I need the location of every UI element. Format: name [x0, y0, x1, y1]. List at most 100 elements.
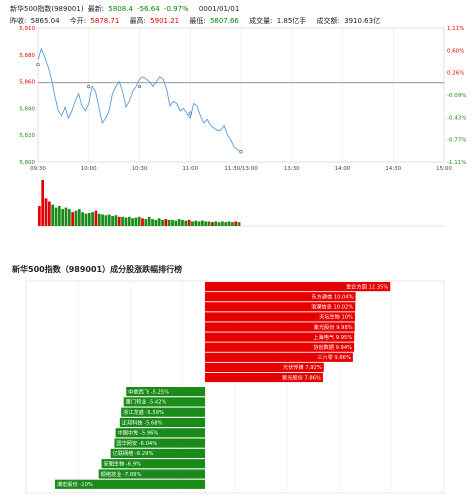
volume-bar [44, 198, 48, 226]
volume-bar [91, 212, 94, 226]
rank-bar-label: 正邦科技 -5.68% [122, 418, 163, 426]
volume-bar [94, 210, 98, 226]
volume-bar [104, 215, 108, 226]
volume-bar [181, 219, 184, 226]
volume-bar [38, 206, 41, 226]
rank-bar [114, 438, 205, 448]
rank-bar [110, 448, 205, 458]
volume-bar [107, 214, 111, 226]
volume-bar [154, 219, 158, 226]
volume-bar [237, 222, 241, 226]
rank-bar [205, 312, 355, 322]
rank-bar-label: 顺络技业 -7.09% [101, 470, 142, 478]
rank-bar [121, 407, 205, 417]
rank-bar-label: 厦门钨业 -5.42% [126, 398, 167, 406]
price-marker [137, 84, 142, 89]
volume-bar [111, 216, 114, 226]
volume-bar [127, 216, 131, 226]
volume-bar [191, 221, 194, 226]
rank-bar-label: 亿联网络 -6.29% [113, 449, 154, 457]
quote-date: 0001/01/01 [198, 5, 240, 13]
volume-bar [231, 222, 234, 226]
rank-bar [101, 459, 205, 469]
y-tick-label-left: 5,880 [19, 53, 35, 59]
x-tick-label: 11:00 [182, 166, 198, 172]
rank-bar-label: 安图生物 -6.9% [104, 460, 142, 468]
rank-bar [126, 387, 205, 397]
intraday-chart: 5,910 5,880 5,860 5,840 5,820 5,800 1.11% 0.60… [19, 26, 466, 227]
volume-bar [124, 217, 128, 226]
rank-bar-label: 中国中免 -5.96% [118, 429, 159, 437]
volume-bar [161, 219, 164, 226]
volume-bar [137, 216, 141, 226]
rank-bar [205, 292, 356, 302]
volume-bar [54, 207, 58, 226]
volume-bar [117, 216, 121, 226]
volume-bar [74, 210, 78, 226]
volume-bar [171, 219, 174, 226]
price-marker [36, 62, 40, 67]
x-tick-label: 11:30/13:00 [224, 166, 258, 172]
rank-bar-label: 浪潮信息 10.02% [311, 303, 353, 311]
volume-bar [101, 214, 104, 226]
rank-bar-label: 潮宏股份 -10% [57, 480, 93, 488]
rank-bar [205, 322, 355, 332]
open-value: 5878.71 [90, 17, 120, 25]
y-tick-label-right: 0.60% [447, 48, 464, 54]
y-tick-label-left: 5,840 [19, 106, 35, 112]
rank-bar-label: 上海电气 9.95% [313, 333, 352, 341]
y-tick-label-left: 5,820 [19, 133, 35, 139]
rank-bar-label: 东方通信 10.04% [311, 293, 353, 301]
y-tick-label-right: 0.26% [447, 71, 464, 77]
rank-bar-label: 协创数据 9.94% [313, 343, 352, 351]
y-tick-label-right: 1.11% [447, 26, 464, 32]
volume-bar [167, 219, 171, 226]
rank-bar-label: 浙江龙盛 -5.59% [123, 408, 164, 416]
rank-bar [55, 479, 205, 489]
volume-bar [64, 207, 68, 226]
rank-bar [205, 282, 391, 292]
y-tick-label-right: -0.77% [447, 138, 466, 144]
volume-bar [184, 220, 188, 226]
rank-bar-label: 紫光股份 9.98% [314, 323, 353, 331]
rank-bar [123, 397, 205, 407]
volume-label: 成交量: [249, 17, 273, 25]
amount-value: 3910.63亿 [344, 17, 381, 25]
rank-chart-title: 新华500指数（989001）成分股涨跌幅排行榜 [12, 265, 183, 274]
rank-bar-label: 天坛生物 10% [319, 313, 353, 321]
x-tick-label: 14:00 [335, 166, 351, 172]
y-tick-label-right: -1.11% [447, 160, 466, 166]
volume-bar [51, 204, 55, 226]
rank-bar [115, 428, 205, 438]
high-value: 5901.21 [150, 17, 180, 25]
rank-bar [205, 302, 356, 312]
y-tick-label-left: 5,800 [19, 160, 35, 166]
volume-bar [41, 180, 45, 226]
rank-bar-label: 中航西飞 -5.25% [128, 387, 169, 395]
volume-bar [214, 221, 218, 226]
volume-bar [141, 218, 144, 226]
amount-label: 成交额: [316, 17, 340, 25]
x-tick-label: 15:00 [436, 166, 452, 172]
volume-bar [61, 209, 65, 226]
volume-bar [81, 212, 84, 226]
volume-bar [114, 215, 118, 226]
volume-bar [134, 217, 138, 226]
rank-bar [119, 417, 205, 428]
x-tick-label: 13:30 [284, 166, 300, 172]
y-tick-label-left: 5,910 [19, 26, 35, 32]
volume-bar [97, 213, 101, 226]
rank-bar-label: 国华网安 -6.04% [116, 439, 157, 447]
volume-bar [71, 212, 75, 226]
y-tick-label-right: -0.43% [447, 115, 466, 121]
volume-bar [217, 222, 221, 226]
volume-bar [164, 219, 168, 226]
volume-bar [174, 220, 178, 226]
volume-bar [187, 219, 191, 226]
volume-bar [227, 221, 231, 226]
open-label: 今开: [69, 17, 87, 25]
x-tick-label: 10:00 [81, 166, 97, 172]
prev-close-value: 5865.04 [30, 17, 60, 25]
volume-bar [201, 220, 204, 226]
volume-bar [87, 212, 91, 226]
